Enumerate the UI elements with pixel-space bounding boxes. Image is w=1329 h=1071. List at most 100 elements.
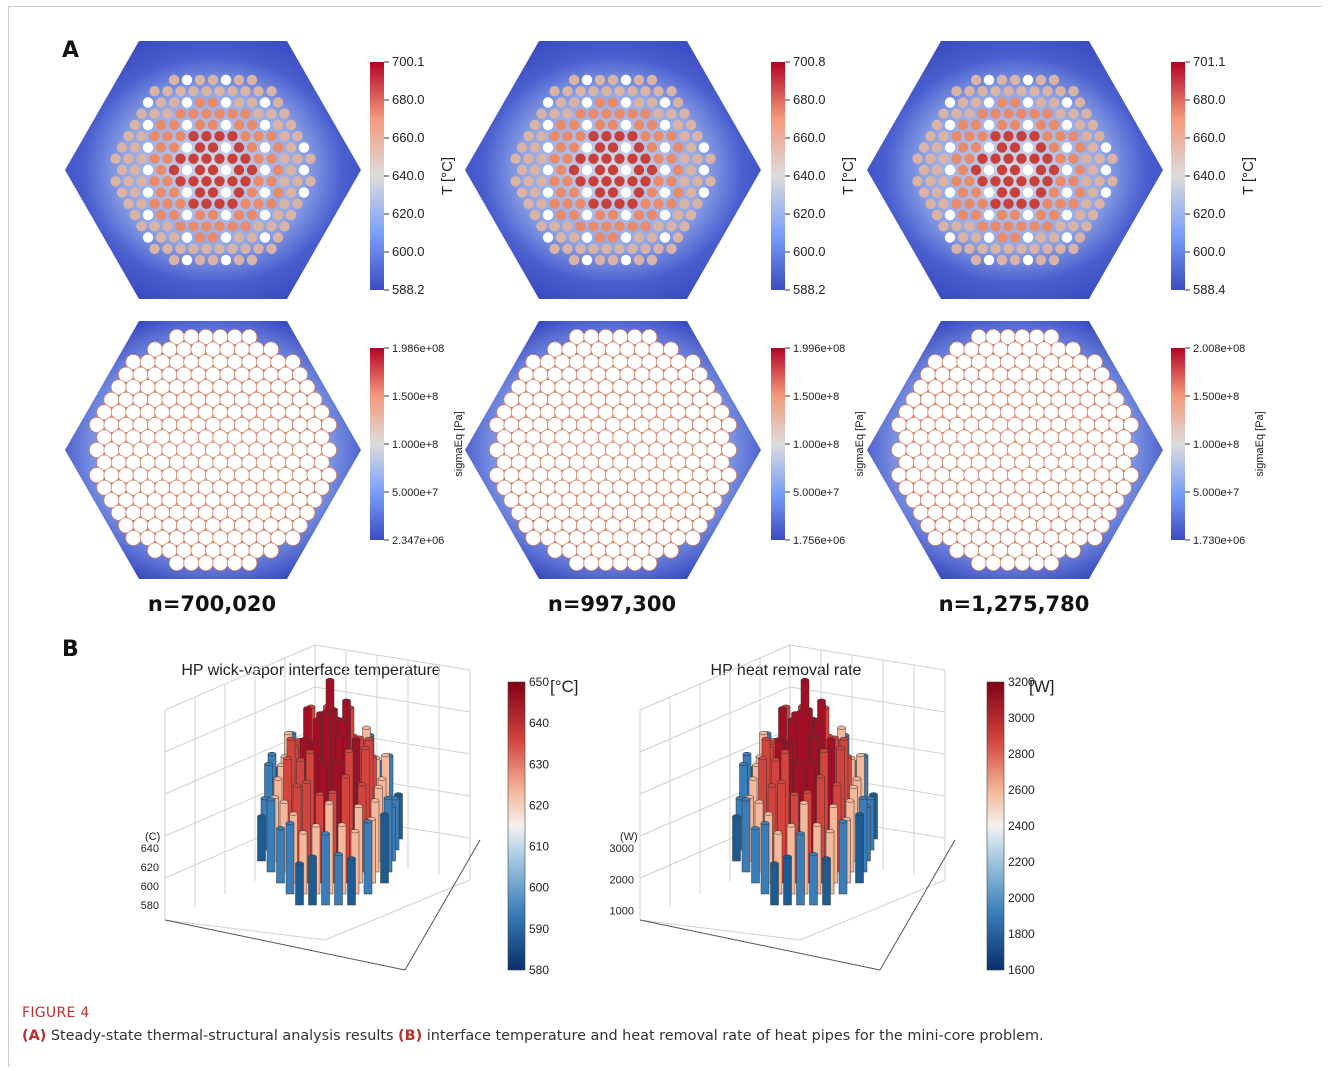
colorbar-tick-label: 588.2 (793, 282, 826, 297)
grid-line (639, 919, 801, 941)
heat-pipe-bar-top (806, 760, 816, 765)
colorbar-title: T [°C] (840, 157, 857, 195)
heat-pipe-bar-top (758, 756, 767, 761)
stress-colorbar-gradient (771, 348, 785, 540)
heat-pipe-bar-top (357, 782, 367, 787)
colorbar-tick-label: 2.008e+08 (1193, 343, 1245, 355)
heat-pipe-bar-top (838, 819, 848, 824)
heat-pipe-bar-top (305, 749, 315, 754)
grid-line (164, 686, 316, 753)
heat-pipe-bar-top (783, 854, 792, 859)
stress-colorbar-1: 1.986e+08 1.500e+8 1.000e+8 5.000e+7 2.347e+… (370, 343, 465, 547)
z-tick-label: 2000 (610, 874, 634, 886)
heat-pipe-bar-top (809, 852, 818, 857)
colorbar-tick-label: 620.0 (793, 206, 826, 221)
colorbar-tick-label: 660.0 (793, 130, 826, 145)
colorbar-tick-label: 1.000e+8 (1193, 439, 1239, 451)
grid-line (799, 879, 946, 941)
colorbar-tick-label: 701.1 (1193, 54, 1226, 69)
heat-pipe-bar-top (283, 756, 292, 761)
colorbar-tick-label: 580 (529, 963, 549, 977)
colorbar-tick-label: 2600 (1008, 783, 1035, 797)
heat-pipe-bar-top (354, 803, 363, 809)
panel-a-graphics: 700.1 680.0 660.0 640.0 620.0 600.0 588.2 T [°C… (65, 41, 1266, 579)
chart-3d-2: HP heat removal rate (W)3000 2000 1000 (610, 644, 956, 971)
grid-line (789, 644, 946, 671)
colorbar-tick-label: 1.996e+08 (793, 343, 845, 355)
mesh-label-2: n=997,300 (547, 592, 677, 616)
heat-pipe-bar-top (742, 751, 752, 757)
grid-line (164, 919, 326, 941)
heat-pipe-bar-top (817, 698, 826, 703)
colorbar-tick-label: 1.756e+06 (793, 535, 845, 547)
heat-pipe-bar-top (810, 733, 819, 738)
heat-pipe-bar-top (751, 826, 760, 831)
y-axis (404, 839, 481, 971)
heat-pipe-bar-top (837, 725, 846, 730)
grid-line (314, 644, 471, 671)
heat-pipe-bar-top (856, 753, 865, 758)
x-axis (164, 919, 406, 971)
heat-pipe-bar-top (350, 829, 360, 834)
colorbar-tick-label: 2400 (1008, 819, 1035, 833)
z-tick-label: 640 (141, 843, 159, 855)
panel-b-graphics: HP wick-vapor interface temperature(C)64… (141, 644, 1055, 977)
heat-pipe-bar-top (298, 830, 308, 835)
heat-pipe-bar-top (825, 829, 835, 834)
heat-pipe-bar-top (266, 797, 276, 802)
caption-a-tag: (A) (22, 1028, 47, 1044)
colorbar-tick-label: 620 (529, 798, 549, 812)
heat-pipe-bar-top (759, 731, 768, 736)
colorbar-tick-label: 620.0 (392, 206, 425, 221)
colorbar-tick-label: 1.730e+06 (1193, 535, 1245, 547)
heat-pipe-bar-top (773, 830, 783, 835)
stress-holes-3 (891, 328, 1140, 572)
heat-pipe-bar-top (363, 819, 373, 824)
heat-pipe-bar-top (311, 823, 321, 828)
heat-pipe-bar-top (812, 822, 822, 827)
heat-pipe-bar (295, 863, 304, 906)
colorbar-tick-label: 2000 (1008, 891, 1035, 905)
colorbar-tick-label: 600 (529, 881, 549, 895)
heat-pipe-bar-top (361, 746, 370, 751)
heat-pipe-bar-top (813, 717, 823, 722)
heat-pipe-bar (732, 816, 741, 862)
stress-colorbar-2: 1.996e+08 1.500e+8 1.000e+8 5.000e+7 1.756e+… (771, 343, 866, 547)
temperature-colorbar-gradient (771, 62, 785, 290)
panel-b-label: B (62, 637, 79, 662)
heat-pipe-bar-top (302, 779, 311, 784)
heat-pipe-bar-top (780, 749, 790, 754)
z-tick-label: 620 (141, 862, 159, 874)
heat-pipe-bar-top (364, 736, 374, 741)
heat-pipe-bar-top (816, 774, 825, 779)
heat-pipe-bar (741, 799, 751, 873)
colorbar-tick-label: 5.000e+7 (793, 487, 839, 499)
temperature-colorbar-gradient (370, 62, 384, 290)
colorbar-tick-label: 680.0 (793, 92, 826, 107)
heat-pipe-bar-top (803, 789, 812, 795)
heat-pipe-bar-top (321, 831, 330, 836)
heat-pipe-bar-top (849, 784, 858, 789)
heat-pipe-bar (796, 833, 805, 906)
heat-pipe-bar-top (347, 856, 356, 861)
heat-pipe-bar-top (257, 814, 266, 819)
colorbar-title: T [°C] (439, 157, 456, 195)
heat-pipe-bar (809, 853, 818, 906)
heat-pipe-bar-top (836, 746, 845, 751)
temperature-holes-3 (912, 74, 1118, 266)
colorbar-tick-label: 3200 (1008, 675, 1035, 689)
heat-pipe-bar-top (309, 740, 318, 745)
caption-a-text: Steady-state thermal-structural analysis… (46, 1028, 399, 1044)
temperature-colorbar-gradient (1171, 62, 1185, 290)
colorbar-tick-label: 660.0 (1193, 130, 1226, 145)
panel-a-label: A (62, 38, 80, 63)
heat-pipe-bar-top (374, 784, 383, 789)
heat-pipe-bar-top (790, 791, 799, 797)
caption-b-text: interface temperature and heat removal r… (422, 1028, 1044, 1044)
heat-pipe-bar-top (760, 821, 770, 826)
heat-pipe-bar-top (295, 861, 304, 866)
heat-pipe-bar-top (289, 811, 298, 816)
colorbar-tick-label: 630 (529, 757, 549, 771)
colorbar-tick-label: 2200 (1008, 855, 1035, 869)
stress-holes-1 (89, 328, 337, 572)
